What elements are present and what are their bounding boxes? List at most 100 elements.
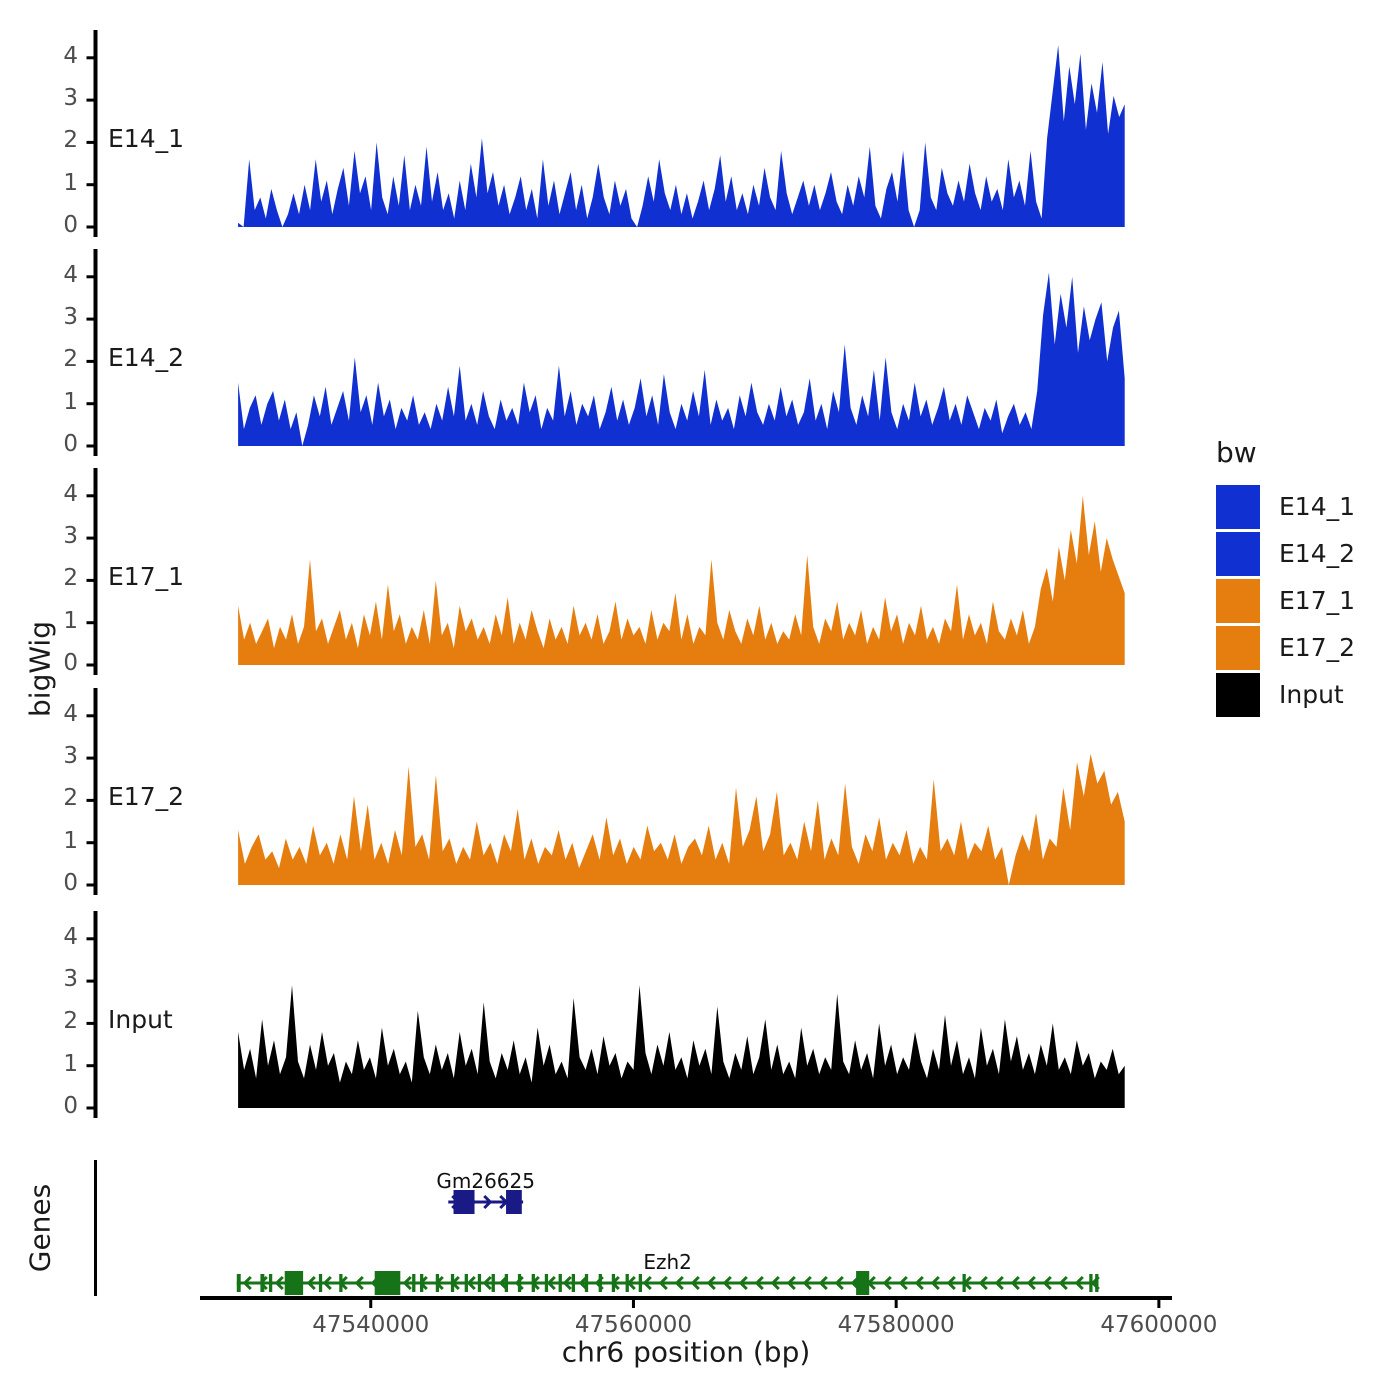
gene-exon — [236, 1274, 241, 1292]
y-tick-label: 2 — [63, 346, 78, 373]
gene-strand-arrow — [402, 1275, 412, 1291]
gene-strand-arrow — [322, 1275, 332, 1291]
gene-strand-arrow — [706, 1275, 716, 1291]
y-tick-label: 1 — [63, 827, 78, 854]
y-tick-label: 3 — [63, 304, 78, 331]
legend-title: bw — [1216, 436, 1257, 469]
gene-exon — [268, 1274, 273, 1292]
y-tick-label: 2 — [63, 1008, 78, 1035]
gene-exon — [477, 1274, 482, 1292]
y-tick-label: 0 — [63, 650, 78, 676]
legend: bw E14_1 E14_2 E17_1 E17_2 Input — [1216, 436, 1355, 718]
gene-exon — [318, 1274, 323, 1292]
gene-strand-arrow — [786, 1275, 796, 1291]
gene-strand-arrow — [354, 1275, 364, 1291]
legend-entry: E14_1 — [1216, 483, 1355, 530]
legend-entry: E17_2 — [1216, 624, 1355, 671]
gene-exon — [1089, 1274, 1093, 1292]
y-tick-label: 4 — [63, 261, 78, 288]
gene-exon — [464, 1274, 468, 1292]
legend-label: E14_2 — [1279, 539, 1356, 568]
y-tick-label: 2 — [63, 785, 78, 812]
gene-strand-arrow — [466, 1275, 476, 1291]
gene-strand-arrow — [834, 1275, 844, 1291]
gene-strand-arrow — [546, 1275, 556, 1291]
gene-strand-arrow — [1026, 1275, 1036, 1291]
y-tick-label: 1 — [63, 388, 78, 415]
gene-label-Gm26625: Gm26625 — [436, 1169, 535, 1193]
gene-exon — [420, 1274, 424, 1292]
y-tick-label: 4 — [63, 700, 78, 727]
coverage-area-E14_2 — [238, 272, 1125, 446]
x-tick-label: 47540000 — [312, 1312, 430, 1338]
legend-swatch — [1216, 484, 1260, 529]
gene-exon — [450, 1274, 455, 1292]
gene-strand-arrow — [483, 1194, 493, 1210]
gene-exon — [504, 1274, 509, 1292]
coverage-area-E17_2 — [238, 753, 1125, 885]
gene-exon — [962, 1274, 966, 1292]
gene-strand-arrow — [946, 1275, 956, 1291]
y-tick-label: 1 — [63, 1050, 78, 1077]
gene-exon — [571, 1274, 576, 1292]
legend-entry: Input — [1216, 671, 1355, 718]
y-tick-label: 1 — [63, 169, 78, 196]
gene-strand-arrow — [978, 1275, 988, 1291]
gene-strand-arrow — [1042, 1275, 1052, 1291]
gene-exon — [584, 1274, 589, 1292]
gene-exon — [435, 1274, 440, 1292]
gene-exon — [284, 1271, 304, 1295]
gene-exon — [638, 1274, 642, 1292]
track-label-E17_1: E17_1 — [108, 562, 185, 591]
y-tick-label: 3 — [63, 966, 78, 993]
track-label-Input: Input — [108, 1005, 173, 1034]
legend-label: E17_1 — [1279, 586, 1356, 615]
y-tick-label: 2 — [63, 565, 78, 592]
x-tick-label: 47600000 — [1100, 1312, 1218, 1338]
legend-swatch — [1216, 531, 1260, 576]
gene-strand-arrow — [482, 1275, 492, 1291]
y-tick-label: 0 — [63, 1093, 78, 1119]
x-tick-label: 47580000 — [837, 1312, 955, 1338]
coverage-area-Input — [238, 985, 1125, 1108]
y-tick-label: 0 — [63, 212, 78, 238]
gene-strand-arrow — [562, 1275, 572, 1291]
y-tick-label: 0 — [63, 870, 78, 896]
gene-exon — [856, 1271, 870, 1295]
y-tick-label: 4 — [63, 42, 78, 69]
track-label-E14_2: E14_2 — [108, 343, 185, 372]
y-tick-label: 3 — [63, 523, 78, 550]
genes-axis-title: Genes — [23, 1183, 57, 1273]
gene-exon — [544, 1274, 549, 1292]
x-tick-label: 47560000 — [574, 1312, 692, 1338]
gene-strand-arrow — [754, 1275, 764, 1291]
gene-strand-arrow — [642, 1275, 652, 1291]
gene-exon — [260, 1274, 265, 1292]
gene-exon — [412, 1274, 416, 1292]
gene-exon — [598, 1274, 602, 1292]
legend-swatch — [1216, 672, 1260, 717]
y-tick-label: 3 — [63, 743, 78, 770]
coverage-area-E17_1 — [238, 495, 1125, 665]
gene-exon — [491, 1274, 495, 1292]
y-tick-label: 4 — [63, 480, 78, 507]
gene-label-Ezh2: Ezh2 — [643, 1250, 692, 1274]
gene-strand-arrow — [898, 1275, 908, 1291]
legend-swatch — [1216, 625, 1260, 670]
gene-exon — [374, 1271, 401, 1295]
y-tick-label: 0 — [63, 431, 78, 457]
legend-label: Input — [1279, 680, 1344, 709]
gene-exon — [1095, 1274, 1099, 1292]
y-tick-label: 2 — [63, 127, 78, 154]
gene-exon — [517, 1274, 522, 1292]
gene-exon — [531, 1274, 535, 1292]
gene-strand-arrow — [994, 1275, 1004, 1291]
coverage-area-E14_1 — [238, 45, 1125, 227]
gene-strand-arrow — [738, 1275, 748, 1291]
track-label-E17_2: E17_2 — [108, 782, 185, 811]
y-axis-title: bigWig — [23, 621, 57, 717]
gene-strand-arrow — [802, 1275, 812, 1291]
legend-label: E14_1 — [1279, 492, 1356, 521]
gene-exon — [339, 1274, 343, 1292]
